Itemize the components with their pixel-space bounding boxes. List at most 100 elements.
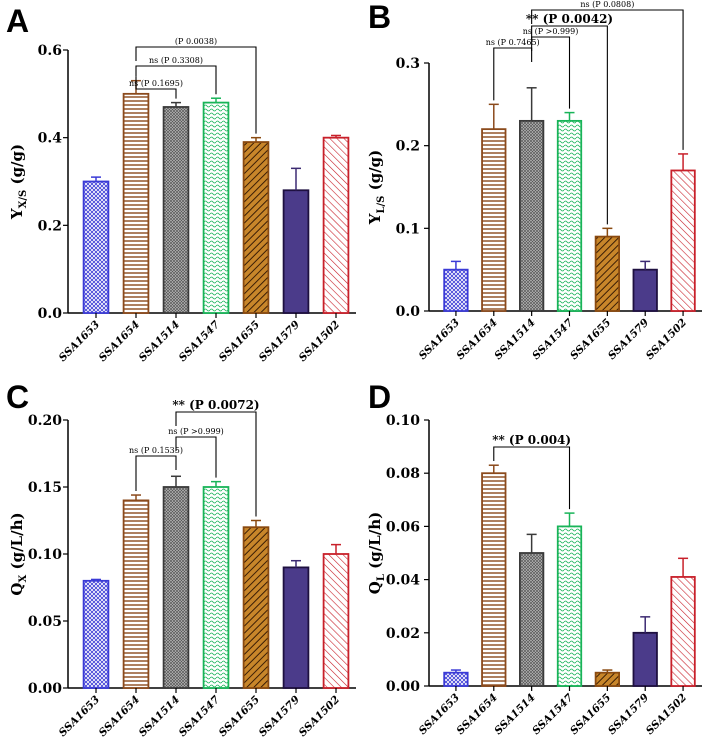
- significance-bracket: [135, 76, 177, 99]
- bar-ssa1653: [443, 268, 469, 312]
- y-tick-label: 0.10: [386, 413, 420, 429]
- y-axis-label-sub: L: [376, 574, 387, 581]
- x-tick-label: SSA1547: [177, 318, 223, 364]
- bar-ssa1579: [632, 631, 658, 687]
- y-axis-label-sub: X: [18, 575, 29, 583]
- panel-letter: B: [368, 0, 391, 35]
- bar-ssa1653: [82, 579, 110, 689]
- x-tick-label: SSA1502: [297, 694, 342, 739]
- y-axis-label-unit: (g/L/h): [8, 512, 26, 574]
- bar-ssa1654: [481, 128, 507, 312]
- bar-ssa1653: [82, 180, 110, 314]
- panel-c: CQX (g/L/h)0.000.050.100.150.20SSA1653SS…: [6, 379, 356, 739]
- y-tick-label: 0.4: [38, 131, 63, 147]
- significance-bracket: [531, 36, 571, 109]
- bar-ssa1547: [556, 525, 583, 687]
- significance-label: ns (P >0.999): [168, 427, 224, 436]
- bar-ssa1514: [162, 106, 190, 314]
- significance-bracket: [175, 411, 257, 517]
- significance-label: ns (P >0.999): [523, 27, 579, 36]
- y-tick-label: 0.04: [386, 573, 420, 589]
- x-tick-label: SSA1655: [217, 694, 262, 739]
- bar-ssa1579: [282, 566, 310, 689]
- y-axis-label-unit: (g/g): [8, 144, 26, 190]
- y-tick-label: 0.2: [396, 139, 420, 155]
- significance-bracket: [135, 455, 177, 492]
- y-tick-label: 0.1: [396, 221, 420, 237]
- bar-ssa1502: [322, 553, 350, 689]
- significance-label: ** (P 0.0042): [526, 12, 613, 26]
- significance-bracket: [493, 446, 571, 510]
- y-tick-label: 0.00: [28, 681, 62, 697]
- bar-ssa1655: [242, 141, 270, 314]
- x-tick-label: SSA1653: [57, 319, 102, 364]
- bar-ssa1654: [122, 499, 150, 689]
- significance-label: ns (P 0.1535): [129, 446, 183, 455]
- y-axis-label-sub: L/S: [376, 196, 387, 214]
- significance-bracket: [135, 46, 257, 134]
- significance-label: ns (P 0.3308): [149, 56, 203, 65]
- panel-b: BYL/S (g/g)0.00.10.20.3SSA1653SSA1654SSA…: [366, 0, 702, 362]
- significance-label: ** (P 0.004): [492, 433, 571, 447]
- bar-ssa1502: [670, 169, 696, 312]
- panel-letter: A: [6, 3, 29, 39]
- bar-ssa1579: [632, 268, 658, 312]
- x-tick-label: SSA1502: [297, 319, 342, 364]
- y-tick-label: 0.2: [38, 218, 62, 234]
- significance-label: ns (P 0.1695): [129, 79, 183, 88]
- y-axis-label: QL (g/L/h): [366, 512, 387, 594]
- panel-d: DQL (g/L/h)0.000.020.040.060.080.10SSA16…: [366, 379, 702, 737]
- panel-a: AYX/S (g/g)0.00.20.40.6SSA1653SSA1654SSA…: [6, 3, 356, 364]
- y-axis-label: QX (g/L/h): [8, 512, 29, 595]
- y-tick-label: 0.3: [396, 56, 420, 72]
- x-tick-label: SSA1579: [257, 318, 303, 364]
- bar-ssa1547: [556, 119, 583, 312]
- x-tick-label: SSA1655: [217, 319, 262, 364]
- x-tick-label: SSA1502: [644, 692, 689, 737]
- significance-bracket: [493, 47, 533, 101]
- x-tick-label: SSA1502: [644, 317, 689, 362]
- y-axis-label-main: Q: [366, 581, 384, 594]
- x-tick-label: SSA1579: [257, 693, 303, 739]
- significance-bracket: [175, 436, 217, 478]
- y-tick-label: 0.15: [28, 480, 62, 496]
- x-tick-label: SSA1654: [97, 319, 142, 364]
- significance-bracket: [531, 9, 684, 150]
- y-tick-label: 0.0: [396, 304, 421, 320]
- chart-panels: AYX/S (g/g)0.00.20.40.6SSA1653SSA1654SSA…: [6, 0, 702, 739]
- bar-ssa1655: [594, 671, 620, 687]
- x-tick-label: SSA1547: [177, 693, 223, 739]
- significance-label: ** (P 0.0072): [172, 398, 259, 412]
- y-axis-label-unit: (g/g): [366, 150, 384, 196]
- bar-ssa1654: [481, 472, 507, 687]
- significance-label: (P 0.0038): [175, 37, 217, 46]
- x-tick-label: SSA1514: [137, 694, 182, 739]
- y-axis-label: YX/S (g/g): [8, 144, 29, 220]
- bar-ssa1654: [122, 92, 150, 314]
- x-tick-label: SSA1653: [57, 694, 102, 739]
- bar-ssa1502: [670, 576, 696, 687]
- significance-label: ns (P 0.7465): [486, 38, 540, 47]
- bar-ssa1547: [202, 486, 230, 689]
- y-tick-label: 0.20: [28, 413, 62, 429]
- y-axis-label-unit: (g/L/h): [366, 512, 384, 574]
- bar-ssa1502: [322, 136, 350, 314]
- y-tick-label: 0.08: [386, 466, 420, 482]
- bar-ssa1514: [519, 552, 545, 687]
- y-tick-label: 0.06: [386, 519, 420, 535]
- y-tick-label: 0.05: [28, 614, 62, 630]
- bar-ssa1514: [519, 119, 545, 312]
- y-tick-label: 0.10: [28, 547, 62, 563]
- y-axis-label-main: Y: [8, 208, 26, 220]
- y-axis-label-main: Y: [366, 213, 384, 225]
- y-axis-label: YL/S (g/g): [366, 150, 387, 226]
- y-tick-label: 0.02: [386, 626, 420, 642]
- y-tick-label: 0.00: [386, 679, 420, 695]
- panel-letter: D: [368, 379, 391, 415]
- y-axis-label-sub: X/S: [18, 190, 29, 209]
- panel-letter: C: [6, 379, 29, 415]
- bar-ssa1579: [282, 189, 310, 314]
- x-tick-label: SSA1654: [97, 694, 142, 739]
- bar-ssa1655: [594, 235, 620, 312]
